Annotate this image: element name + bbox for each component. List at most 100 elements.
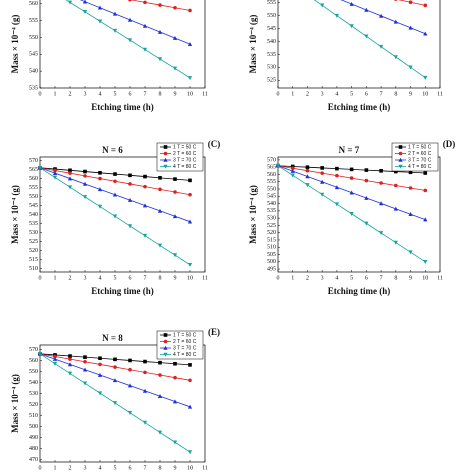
marker — [113, 365, 117, 369]
marker — [83, 359, 87, 364]
x-tick-label: 3 — [321, 91, 324, 97]
y-tick-label: 560 — [267, 172, 276, 178]
x-tick-label: 7 — [144, 465, 147, 471]
marker — [349, 211, 354, 216]
marker — [187, 263, 193, 268]
marker — [98, 171, 102, 175]
marker — [143, 184, 147, 189]
marker — [158, 3, 162, 7]
x-tick-label: 2 — [69, 91, 72, 97]
y-tick-label: 480 — [29, 446, 38, 452]
marker — [378, 44, 384, 49]
marker — [188, 178, 192, 183]
marker — [423, 171, 428, 175]
marker — [158, 187, 162, 192]
x-tick-label: 0 — [39, 465, 42, 471]
marker — [112, 28, 118, 33]
marker — [349, 1, 354, 6]
marker — [393, 206, 398, 211]
marker — [127, 17, 133, 22]
legend-label: 2 T = 60 C — [173, 151, 197, 157]
plot-frame — [39, 344, 206, 463]
y-tick-label: 540 — [29, 212, 38, 218]
marker — [157, 430, 163, 435]
y-tick-label: 545 — [267, 26, 276, 32]
marker — [188, 8, 192, 13]
marker — [163, 151, 168, 156]
x-tick-label: 9 — [409, 91, 412, 97]
panel-label: (D) — [443, 139, 456, 149]
marker — [158, 360, 162, 365]
marker — [398, 145, 403, 149]
marker — [83, 174, 87, 178]
marker — [142, 47, 148, 52]
marker — [163, 164, 168, 169]
marker — [378, 231, 384, 236]
marker — [67, 176, 73, 181]
y-tick-label: 520 — [267, 230, 276, 236]
marker — [173, 177, 177, 181]
marker — [398, 151, 403, 156]
marker — [335, 173, 339, 178]
marker — [349, 24, 354, 29]
y-tick-label: 530 — [267, 216, 276, 222]
marker — [188, 363, 192, 367]
legend-label: 4 T = 80 C — [408, 164, 432, 170]
marker — [187, 76, 193, 81]
marker — [320, 192, 325, 197]
y-tick-label: 535 — [29, 221, 38, 227]
x-tick-label: 6 — [129, 465, 132, 471]
y-tick-label: 530 — [267, 65, 276, 71]
marker — [398, 164, 403, 169]
y-tick-label: 500 — [29, 424, 38, 430]
y-axis-label: Mass × 10⁻⁴ (g) — [248, 15, 258, 74]
marker — [157, 243, 163, 248]
x-tick-label: 0 — [277, 91, 280, 97]
marker — [113, 172, 117, 176]
marker — [364, 7, 369, 12]
marker — [172, 440, 178, 445]
series-line — [397, 0, 426, 6]
x-tick-label: 4 — [335, 275, 338, 281]
marker — [187, 41, 193, 46]
y-tick-label: 470 — [29, 457, 38, 463]
chart-title: N = 8 — [102, 333, 123, 343]
x-tick-label: 5 — [350, 275, 353, 281]
marker — [188, 378, 192, 383]
marker — [67, 0, 73, 5]
x-tick-label: 7 — [144, 91, 147, 97]
marker — [163, 145, 168, 149]
marker — [142, 388, 148, 393]
x-tick-label: 2 — [69, 275, 72, 281]
marker — [408, 170, 413, 175]
marker — [398, 157, 403, 162]
marker — [52, 170, 58, 175]
marker — [113, 357, 117, 362]
x-tick-label: 7 — [380, 275, 383, 281]
marker — [83, 169, 87, 174]
x-tick-label: 5 — [114, 465, 117, 471]
y-tick-label: 500 — [267, 259, 276, 265]
y-tick-label: 570 — [29, 158, 38, 164]
marker — [158, 176, 162, 180]
marker — [172, 35, 178, 40]
y-tick-label: 530 — [29, 391, 38, 397]
marker — [349, 176, 354, 180]
y-tick-label: 530 — [29, 230, 38, 236]
x-tick-label: 10 — [422, 91, 428, 97]
marker — [173, 375, 177, 380]
x-tick-label: 9 — [409, 275, 412, 281]
marker — [67, 362, 73, 367]
marker — [378, 13, 384, 18]
y-tick-label: 560 — [29, 358, 38, 364]
marker — [82, 367, 88, 372]
x-tick-label: 4 — [335, 91, 338, 97]
marker — [37, 352, 43, 357]
legend-label: 1 T = 50 C — [173, 144, 197, 150]
marker — [142, 203, 148, 208]
x-axis-label: Etching time (h) — [91, 102, 154, 112]
marker — [334, 13, 340, 18]
marker — [157, 57, 163, 62]
marker — [335, 166, 339, 171]
